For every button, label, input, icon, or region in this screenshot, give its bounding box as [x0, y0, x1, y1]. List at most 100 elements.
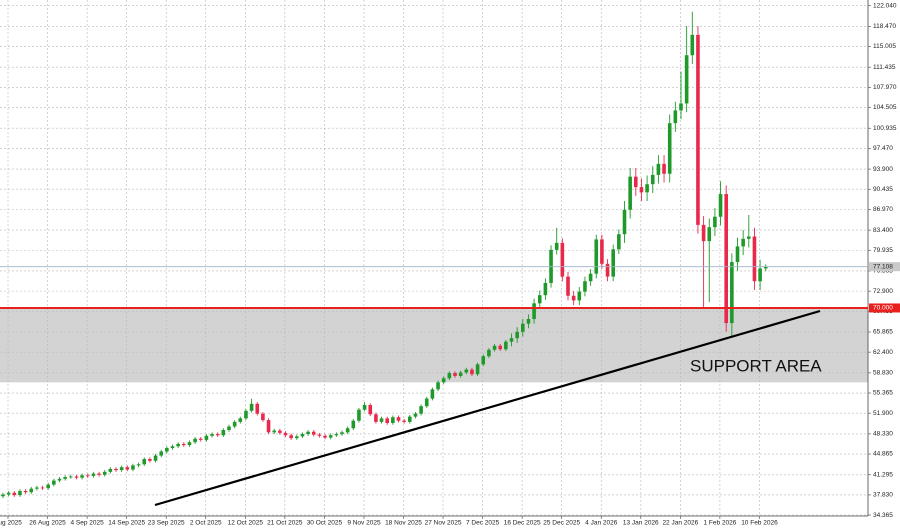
candle-body [566, 276, 570, 296]
candle-body [85, 475, 90, 477]
candle-body [458, 372, 463, 376]
candle-body [97, 473, 101, 475]
candle-body [114, 468, 118, 471]
candle-body [317, 434, 322, 436]
candle-body [667, 123, 672, 174]
candle-body [413, 413, 418, 417]
y-tick-label: 90.435 [873, 186, 893, 193]
candle-body [334, 434, 339, 436]
candle-body [673, 110, 678, 124]
candle-body [515, 331, 519, 339]
candle-body [707, 227, 712, 242]
candle-body [475, 364, 480, 375]
candle-body [492, 345, 497, 350]
candle-body [182, 443, 186, 446]
candle-body [509, 338, 514, 342]
x-tick-label: 1 Feb 2026 [703, 520, 736, 527]
candle-body [74, 476, 79, 478]
candle-body [125, 467, 130, 470]
candle-body [504, 341, 508, 350]
candle-body [605, 263, 610, 277]
candle-body [690, 34, 695, 56]
candle-body [193, 438, 197, 443]
candle-body [12, 492, 17, 496]
candle-body [311, 431, 316, 435]
candle-body [159, 451, 163, 456]
y-tick-label: 118.470 [873, 23, 896, 30]
candle-body [747, 236, 751, 239]
candle-body [6, 492, 11, 495]
candle-body [136, 464, 141, 466]
candle-body [758, 268, 762, 282]
candle-body [560, 242, 565, 277]
candle-body [684, 55, 689, 104]
candle-body [554, 242, 559, 250]
candle-body [18, 491, 22, 496]
candle-body [261, 413, 265, 421]
candle-body [724, 194, 728, 324]
candle-body [153, 455, 158, 461]
current-price-box [869, 262, 900, 272]
x-tick-label: 4 Sep 2025 [70, 520, 104, 527]
x-tick-label: 10 Feb 2026 [741, 520, 778, 527]
candle-body [408, 416, 412, 422]
candle-body [679, 103, 683, 111]
candle-body [662, 163, 666, 174]
candle-body [424, 398, 429, 407]
candle-body [215, 434, 220, 436]
candle-body [210, 434, 214, 436]
y-tick-label: 93.900 [873, 166, 893, 173]
x-tick-label: 23 Sep 2025 [148, 520, 185, 527]
candle-body [52, 480, 56, 485]
candle-body [391, 417, 395, 424]
candle-body [289, 435, 293, 439]
x-tick-label: 27 Nov 2025 [425, 520, 462, 527]
candle-body [35, 487, 39, 489]
candle-body [357, 409, 361, 421]
candle-body [487, 349, 491, 357]
candle-body [232, 421, 237, 427]
annotation: SUPPORT AREA [690, 356, 822, 375]
candle-body [436, 382, 440, 390]
candle-body [46, 484, 50, 489]
y-tick-label: 34.365 [873, 512, 893, 519]
trend-line [154, 309, 821, 507]
candle-body [617, 234, 621, 250]
candle-body [170, 446, 175, 449]
candle-body [718, 194, 723, 217]
candle-body [571, 295, 576, 301]
candle-body [594, 239, 599, 274]
candle-body [588, 273, 593, 282]
candle-body [227, 426, 231, 430]
candle-body [278, 430, 282, 433]
y-tick-label: 65.865 [873, 329, 893, 336]
level-label: 70.000 [873, 305, 893, 312]
candle-body [696, 34, 700, 225]
candle-body [23, 491, 28, 493]
candle-body [622, 209, 627, 235]
candle-body [577, 291, 582, 301]
candle-body [91, 473, 96, 476]
candle-body [537, 295, 542, 304]
candle-body [402, 420, 406, 422]
x-tick-label: 22 Jan 2026 [662, 520, 698, 527]
candle-body [521, 323, 525, 332]
x-tick-label: 30 Oct 2025 [307, 520, 343, 527]
candle-body [639, 187, 644, 193]
candle-body [645, 184, 649, 193]
candle-body [238, 418, 243, 422]
candle-body [300, 434, 305, 437]
candle-body [221, 430, 226, 436]
candle-body [362, 405, 367, 410]
candle-body [340, 432, 344, 435]
candle-body [306, 431, 310, 435]
candle-body [57, 478, 62, 481]
candle-body [29, 488, 34, 493]
candle-body [323, 435, 327, 438]
candle-body [735, 246, 740, 263]
candle-body [102, 471, 107, 475]
candle-body [198, 438, 203, 440]
candle-body [108, 468, 113, 472]
